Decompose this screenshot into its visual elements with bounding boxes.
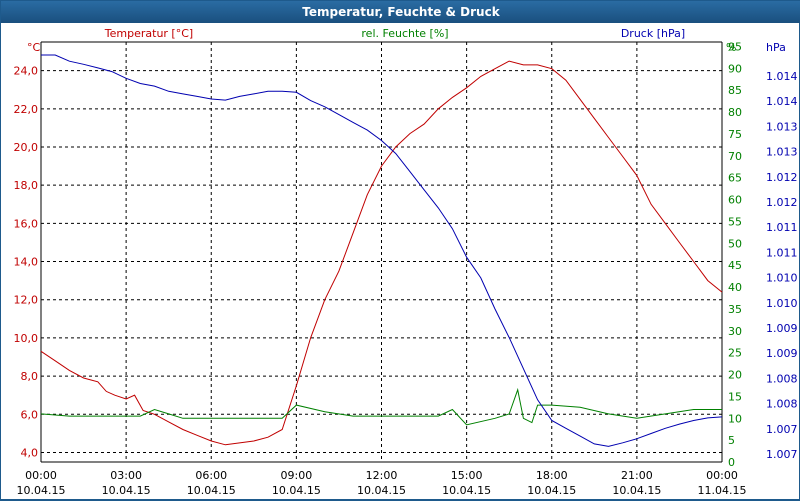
temperature-tick-label: 4,0 — [21, 446, 39, 459]
pressure-tick-label: 1.010 — [766, 272, 798, 285]
humidity-unit: % — [726, 41, 736, 54]
pressure-tick-label: 1.007 — [766, 448, 798, 461]
pressure-series-line — [41, 54, 723, 447]
x-tick-date: 10.04.15 — [357, 484, 406, 497]
humidity-tick-label: 5 — [728, 434, 735, 447]
humidity-series-line — [40, 387, 722, 426]
x-tick-date: 10.04.15 — [527, 484, 576, 497]
temperature-tick-label: 10,0 — [14, 332, 39, 345]
pressure-tick-label: 1.014 — [766, 95, 798, 108]
humidity-axis-label: rel. Feuchte [%] — [361, 27, 448, 40]
humidity-tick-label: 10 — [728, 412, 742, 425]
temperature-tick-label: 16,0 — [14, 217, 39, 230]
humidity-tick-label: 20 — [728, 369, 742, 382]
x-tick-time: 00:00 — [706, 469, 738, 482]
pressure-tick-label: 1.014 — [766, 70, 798, 83]
x-tick-time: 00:00 — [25, 469, 57, 482]
temperature-tick-label: 8,0 — [21, 370, 39, 383]
x-tick-time: 15:00 — [451, 469, 483, 482]
temperature-tick-label: 22,0 — [14, 103, 39, 116]
temperature-unit: °C — [27, 41, 41, 54]
humidity-tick-label: 30 — [728, 325, 742, 338]
humidity-tick-label: 35 — [728, 303, 742, 316]
x-tick-date: 10.04.15 — [17, 484, 66, 497]
x-tick-time: 18:00 — [536, 469, 568, 482]
x-tick-date: 10.04.15 — [272, 484, 321, 497]
temperature-tick-label: 18,0 — [14, 179, 39, 192]
x-tick-time: 03:00 — [110, 469, 142, 482]
humidity-tick-label: 40 — [728, 281, 742, 294]
pressure-tick-label: 1.008 — [766, 398, 798, 411]
x-tick-time: 12:00 — [366, 469, 398, 482]
x-tick-date: 10.04.15 — [442, 484, 491, 497]
humidity-tick-label: 25 — [728, 347, 742, 360]
x-tick-time: 09:00 — [281, 469, 313, 482]
humidity-tick-label: 70 — [728, 150, 742, 163]
temperature-tick-label: 14,0 — [14, 256, 39, 269]
x-tick-date: 10.04.15 — [102, 484, 151, 497]
humidity-tick-label: 95 — [728, 40, 742, 53]
humidity-tick-label: 0 — [728, 456, 735, 469]
humidity-tick-label: 60 — [728, 194, 742, 207]
pressure-tick-label: 1.013 — [766, 146, 798, 159]
temperature-tick-label: 12,0 — [14, 294, 39, 307]
pressure-tick-label: 1.012 — [766, 171, 798, 184]
pressure-tick-label: 1.007 — [766, 423, 798, 436]
pressure-tick-label: 1.011 — [766, 246, 798, 259]
pressure-tick-label: 1.012 — [766, 196, 798, 209]
humidity-tick-label: 65 — [728, 172, 742, 185]
temperature-series-line — [40, 60, 723, 446]
x-tick-date: 10.04.15 — [612, 484, 661, 497]
pressure-unit: hPa — [766, 41, 786, 54]
x-tick-time: 21:00 — [621, 469, 653, 482]
pressure-tick-label: 1.009 — [766, 322, 798, 335]
humidity-tick-label: 45 — [728, 259, 742, 272]
humidity-tick-label: 55 — [728, 215, 742, 228]
x-tick-date: 10.04.15 — [187, 484, 236, 497]
temperature-tick-label: 20,0 — [14, 141, 39, 154]
window-title: Temperatur, Feuchte & Druck — [1, 1, 800, 23]
pressure-tick-label: 1.008 — [766, 372, 798, 385]
humidity-tick-label: 75 — [728, 128, 742, 141]
x-tick-time: 06:00 — [195, 469, 227, 482]
humidity-tick-label: 85 — [728, 84, 742, 97]
temperature-axis-label: Temperatur [°C] — [104, 27, 193, 40]
x-tick-date: 11.04.15 — [698, 484, 747, 497]
pressure-tick-label: 1.013 — [766, 120, 798, 133]
humidity-tick-label: 50 — [728, 237, 742, 250]
humidity-tick-label: 80 — [728, 106, 742, 119]
temperature-tick-label: 6,0 — [21, 408, 39, 421]
pressure-tick-label: 1.009 — [766, 347, 798, 360]
humidity-tick-label: 90 — [728, 62, 742, 75]
temperature-tick-label: 24,0 — [14, 65, 39, 78]
pressure-axis-label: Druck [hPa] — [621, 27, 685, 40]
humidity-tick-label: 15 — [728, 390, 742, 403]
pressure-tick-label: 1.011 — [766, 221, 798, 234]
pressure-tick-label: 1.010 — [766, 297, 798, 310]
